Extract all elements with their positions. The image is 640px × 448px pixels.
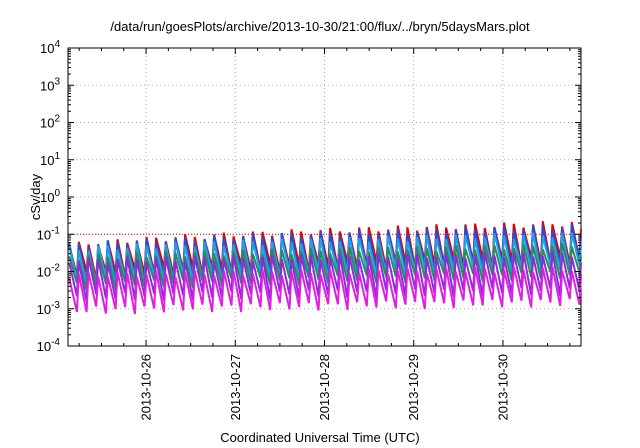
x-tick-label: 2013-10-30 — [495, 354, 510, 421]
series-group — [68, 221, 582, 315]
y-tick-label: 10-2 — [37, 263, 61, 280]
x-tick-label: 2013-10-29 — [406, 354, 421, 421]
x-axis: 2013-10-26 2013-10-27 2013-10-28 2013-10-29… — [78, 48, 571, 421]
series-line — [68, 266, 582, 315]
y-axis-label: cSv/day — [28, 173, 43, 220]
y-axis: 104 103 102 101 100 10-1 10-2 10-3 10-4 — [37, 39, 581, 354]
y-tick-label: 10-4 — [37, 337, 61, 354]
x-tick-label: 2013-10-28 — [317, 354, 332, 421]
y-tick-label: 10-1 — [37, 225, 61, 242]
x-axis-label: Coordinated Universal Time (UTC) — [220, 430, 420, 445]
y-tick-label: 103 — [40, 76, 60, 93]
y-tick-label: 101 — [40, 151, 60, 168]
chart-title: /data/run/goesPlots/archive/2013-10-30/2… — [110, 19, 530, 34]
x-tick-label: 2013-10-26 — [139, 354, 154, 421]
y-tick-label: 102 — [40, 114, 60, 131]
x-tick-label: 2013-10-27 — [228, 354, 243, 421]
y-tick-label: 104 — [40, 39, 60, 56]
y-tick-label: 10-3 — [37, 300, 61, 317]
y-tick-label: 100 — [40, 188, 60, 205]
